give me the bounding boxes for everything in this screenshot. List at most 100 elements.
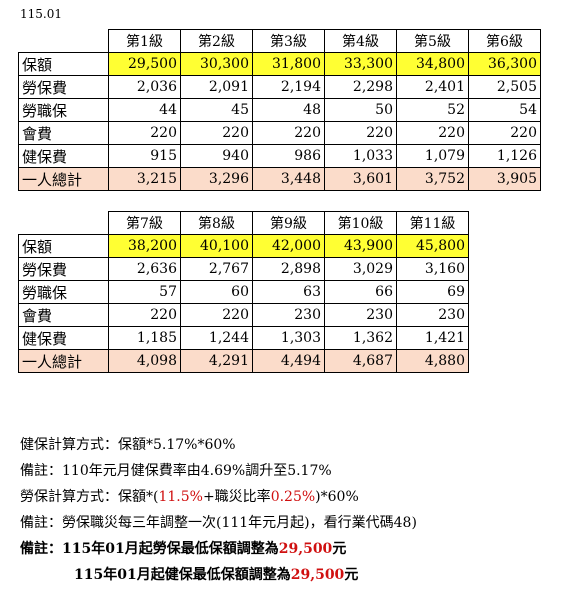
row-label: 健保費 — [18, 326, 109, 350]
value-cell: 220 — [180, 303, 253, 327]
remark-labor-min-text: 備註：115年01月起勞保最低保額調整為 — [20, 541, 279, 557]
value-cell: 986 — [252, 144, 325, 168]
value-cell: 230 — [252, 303, 325, 327]
value-cell: 1,362 — [324, 326, 397, 350]
grade-header: 第7級 — [108, 211, 181, 235]
grade-header: 第10級 — [324, 211, 397, 235]
value-cell: 4,291 — [180, 349, 253, 373]
labor-formula-part-c: )*60% — [315, 489, 359, 505]
value-cell: 4,880 — [396, 349, 469, 373]
value-cell: 220 — [468, 121, 541, 145]
row-label: 健保費 — [18, 144, 109, 168]
value-cell: 2,505 — [468, 75, 541, 99]
value-cell: 31,800 — [252, 52, 325, 76]
value-cell: 44 — [108, 98, 181, 122]
value-cell: 69 — [396, 280, 469, 304]
table-row: 勞保費 2,636 2,767 2,898 3,029 3,160 — [18, 257, 469, 281]
value-cell: 1,079 — [396, 144, 469, 168]
table-corner-cell — [18, 211, 109, 235]
remark-nhi-min-unit: 元 — [344, 567, 359, 583]
value-cell: 45,800 — [396, 234, 469, 258]
grade-header: 第2級 — [180, 29, 253, 53]
value-cell: 1,033 — [324, 144, 397, 168]
grade-header: 第8級 — [180, 211, 253, 235]
value-cell: 48 — [252, 98, 325, 122]
table-header-row: 第1級 第2級 第3級 第4級 第5級 第6級 — [18, 29, 541, 53]
table-row: 保額 38,200 40,100 42,000 43,900 45,800 — [18, 234, 469, 258]
value-cell: 45 — [180, 98, 253, 122]
labor-formula-note: 勞保計算方式：保額*(11.5%+職災比率0.25%)*60% — [20, 484, 417, 510]
value-cell: 220 — [180, 121, 253, 145]
value-cell: 54 — [468, 98, 541, 122]
grade-table-2: 第7級 第8級 第9級 第10級 第11級 保額 38,200 40,100 42,000 43,… — [18, 211, 469, 373]
value-cell: 220 — [396, 121, 469, 145]
value-cell: 3,296 — [180, 167, 253, 191]
value-cell: 3,160 — [396, 257, 469, 281]
value-cell: 220 — [252, 121, 325, 145]
notes-section: 健保計算方式：保額*5.17%*60% 備註：110年元月健保費率由4.69%調… — [20, 432, 417, 588]
value-cell: 940 — [180, 144, 253, 168]
value-cell: 42,000 — [252, 234, 325, 258]
value-cell: 29,500 — [108, 52, 181, 76]
value-cell: 3,601 — [324, 167, 397, 191]
value-cell: 1,421 — [396, 326, 469, 350]
value-cell: 4,098 — [108, 349, 181, 373]
remark-nhi-min-amount: 29,500 — [290, 567, 345, 583]
remark-injury-adjust: 備註：勞保職災每三年調整一次(111年元月起)，看行業代碼48) — [20, 515, 417, 531]
value-cell: 30,300 — [180, 52, 253, 76]
nhi-formula-note: 健保計算方式：保額*5.17%*60% — [20, 437, 236, 453]
value-cell: 2,636 — [108, 257, 181, 281]
row-label: 會費 — [18, 121, 109, 145]
injury-rate: 0.25% — [270, 489, 316, 505]
value-cell: 60 — [180, 280, 253, 304]
table-row: 健保費 1,185 1,244 1,303 1,362 1,421 — [18, 326, 469, 350]
table-row: 一人總計 3,215 3,296 3,448 3,601 3,752 3,905 — [18, 167, 541, 191]
grade-header: 第5級 — [396, 29, 469, 53]
value-cell: 3,905 — [468, 167, 541, 191]
grade-header: 第1級 — [108, 29, 181, 53]
value-cell: 220 — [324, 121, 397, 145]
table-corner-cell — [18, 29, 109, 53]
table-row: 一人總計 4,098 4,291 4,494 4,687 4,880 — [18, 349, 469, 373]
value-cell: 3,448 — [252, 167, 325, 191]
table-row: 勞職保 57 60 63 66 69 — [18, 280, 469, 304]
row-label: 勞保費 — [18, 257, 109, 281]
value-cell: 4,494 — [252, 349, 325, 373]
table-row: 保額 29,500 30,300 31,800 33,300 34,800 36,300 — [18, 52, 541, 76]
table-row: 健保費 915 940 986 1,033 1,079 1,126 — [18, 144, 541, 168]
labor-rate: 11.5% — [158, 489, 203, 505]
row-label: 會費 — [18, 303, 109, 327]
row-label: 保額 — [18, 52, 109, 76]
row-label: 一人總計 — [18, 349, 109, 373]
row-label: 勞職保 — [18, 280, 109, 304]
value-cell: 50 — [324, 98, 397, 122]
table-row: 會費 220 220 230 230 230 — [18, 303, 469, 327]
remark-nhi-min-text: 115年01月起健保最低保額調整為 — [74, 567, 291, 583]
value-cell: 1,244 — [180, 326, 253, 350]
value-cell: 220 — [108, 121, 181, 145]
value-cell: 33,300 — [324, 52, 397, 76]
value-cell: 3,215 — [108, 167, 181, 191]
value-cell: 40,100 — [180, 234, 253, 258]
value-cell: 230 — [396, 303, 469, 327]
value-cell: 38,200 — [108, 234, 181, 258]
table-row: 會費 220 220 220 220 220 220 — [18, 121, 541, 145]
value-cell: 3,029 — [324, 257, 397, 281]
table-row: 勞職保 44 45 48 50 52 54 — [18, 98, 541, 122]
value-cell: 3,752 — [396, 167, 469, 191]
value-cell: 2,036 — [108, 75, 181, 99]
remark-nhi-rate: 備註：110年元月健保費率由4.69%調升至5.17% — [20, 463, 332, 479]
grade-header: 第11級 — [396, 211, 469, 235]
remark-labor-min-unit: 元 — [332, 541, 347, 557]
value-cell: 34,800 — [396, 52, 469, 76]
value-cell: 230 — [324, 303, 397, 327]
value-cell: 2,898 — [252, 257, 325, 281]
row-label: 保額 — [18, 234, 109, 258]
value-cell: 4,687 — [324, 349, 397, 373]
value-cell: 2,401 — [396, 75, 469, 99]
value-cell: 52 — [396, 98, 469, 122]
value-cell: 63 — [252, 280, 325, 304]
table-row: 勞保費 2,036 2,091 2,194 2,298 2,401 2,505 — [18, 75, 541, 99]
value-cell: 2,767 — [180, 257, 253, 281]
remark-nhi-minimum: 115年01月起健保最低保額調整為29,500元 — [20, 562, 417, 588]
